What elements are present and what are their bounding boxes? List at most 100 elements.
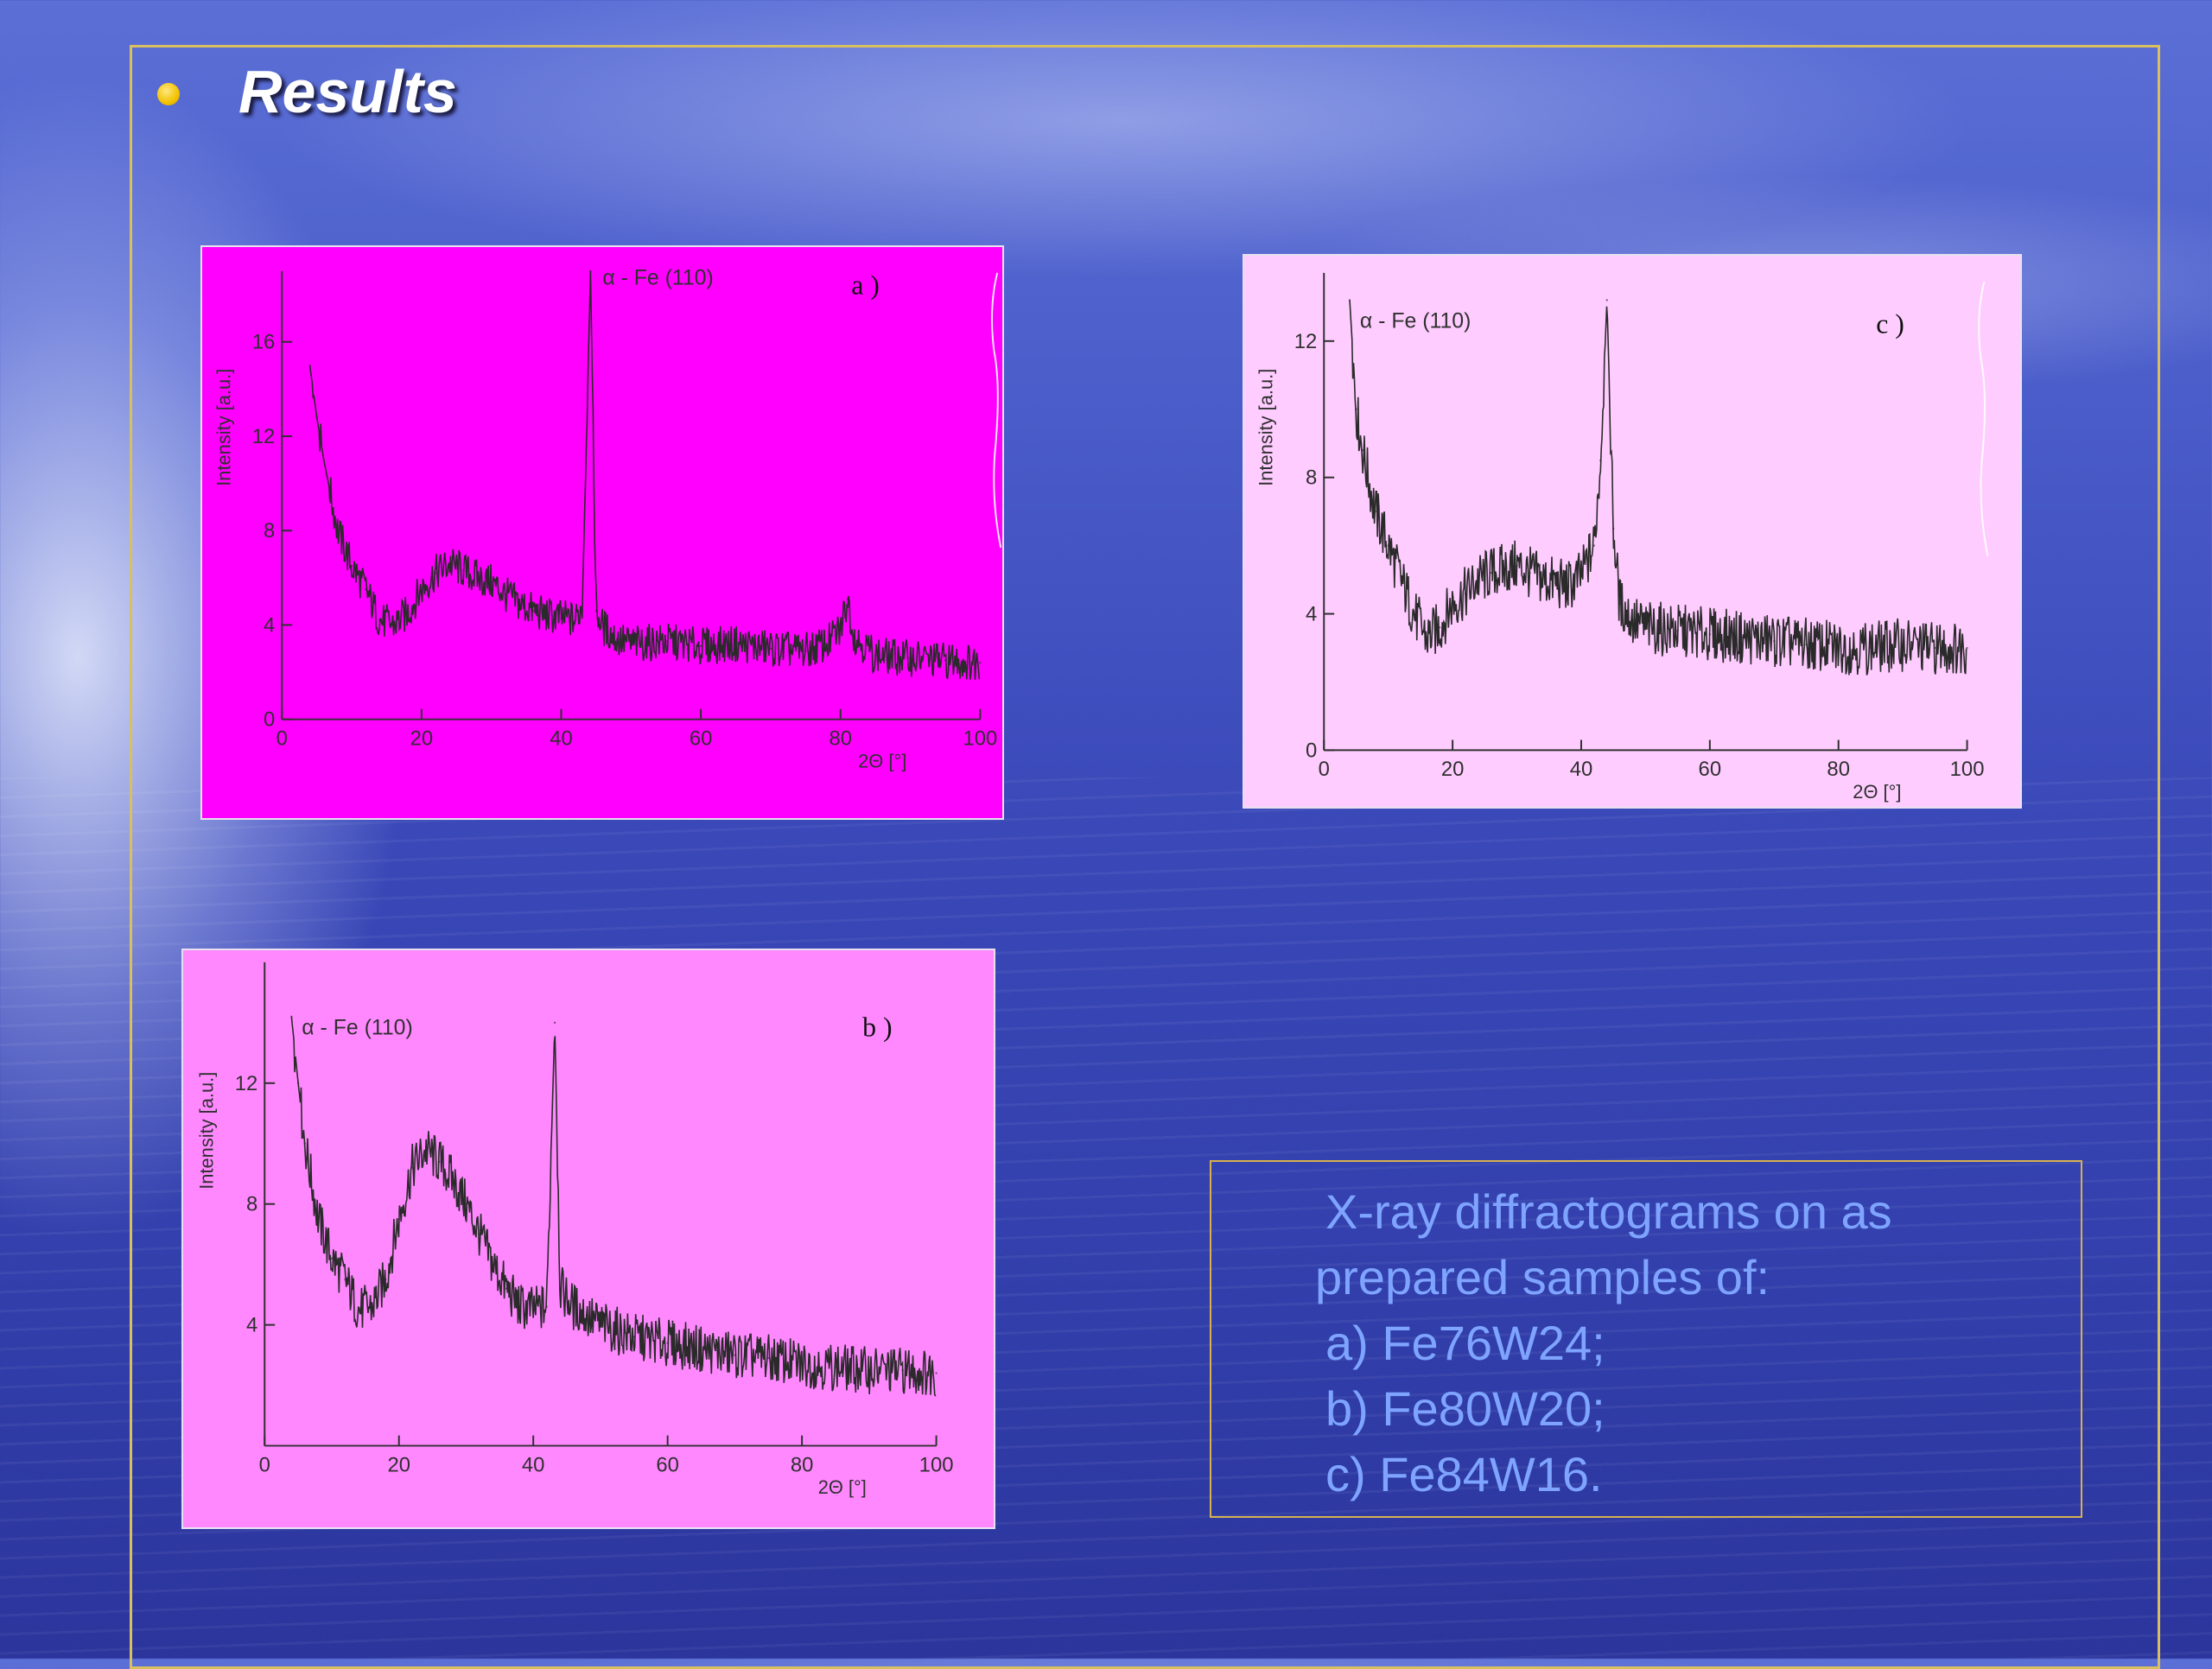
data-point — [979, 661, 982, 664]
data-point — [581, 605, 583, 607]
data-point — [371, 1305, 373, 1308]
data-point — [1618, 602, 1621, 605]
caption-line-2: prepared samples of: — [1315, 1250, 1770, 1304]
data-point — [518, 602, 521, 606]
data-point — [734, 1354, 736, 1356]
data-point — [874, 654, 877, 657]
data-point — [666, 1342, 669, 1344]
diffractogram-b-svg: 0 20 40 60 80 100 4 8 12 2Θ [°] Intensity [a.u.] α … — [196, 961, 953, 1498]
caption-item-a: a) Fe76W24; — [1325, 1316, 1605, 1370]
caption-line-1: X-ray diffractograms on as — [1325, 1184, 1892, 1239]
data-point — [834, 1366, 837, 1368]
data-point — [1708, 633, 1712, 636]
peak-annotation: α - Fe (110) — [602, 267, 713, 290]
data-point — [478, 1233, 481, 1235]
data-point — [308, 364, 311, 367]
x-axis-title: 2Θ [°] — [818, 1476, 867, 1498]
data-point — [734, 643, 737, 645]
diffractogram-a-svg: 0 20 40 60 80 100 0 4 8 12 16 2Θ [°] Intensity [a.u.… — [213, 267, 1002, 771]
data-point — [901, 1368, 904, 1372]
y-tick-label: 0 — [264, 708, 275, 732]
data-point — [1477, 578, 1480, 581]
data-point — [330, 1257, 334, 1260]
x-tick-label: 0 — [259, 1453, 270, 1476]
data-point — [601, 625, 605, 629]
data-point — [632, 1336, 635, 1338]
data-point — [839, 628, 842, 631]
data-point — [518, 1305, 521, 1308]
bullet-icon — [157, 83, 180, 105]
y-tick-label: 8 — [264, 519, 275, 543]
data-point — [531, 1308, 535, 1311]
data-point — [438, 1160, 441, 1163]
data-point — [1490, 571, 1492, 574]
data-point — [574, 619, 576, 622]
x-tick-label: 100 — [1950, 758, 1985, 781]
data-point — [1580, 574, 1583, 578]
data-point — [909, 657, 912, 659]
data-point — [490, 581, 493, 584]
data-point — [1413, 612, 1415, 615]
data-point — [357, 1308, 360, 1311]
data-point — [1599, 459, 1602, 462]
data-point — [1676, 630, 1679, 632]
y-tick-label: 4 — [264, 613, 275, 637]
x-tick-label: 60 — [690, 727, 713, 751]
data-point — [868, 1368, 871, 1372]
data-point — [406, 612, 409, 614]
diffractogram-c: 0 20 40 60 80 100 0 4 8 12 2Θ [°] Intensity [a.u.] α… — [1243, 254, 2022, 809]
data-point — [434, 572, 437, 574]
data-point — [664, 640, 667, 643]
data-point — [1631, 619, 1634, 622]
data-point — [1605, 299, 1608, 301]
series-line — [290, 1016, 937, 1397]
data-point — [804, 650, 807, 652]
caption-item-b: b) Fe80W20; — [1325, 1381, 1605, 1436]
data-point — [505, 1287, 508, 1290]
data-point — [565, 1296, 569, 1299]
data-point — [290, 1015, 293, 1019]
data-point — [1554, 581, 1557, 585]
data-point — [1934, 646, 1936, 650]
data-point — [1740, 636, 1744, 639]
x-tick-label: 20 — [410, 727, 434, 751]
data-point — [303, 1142, 307, 1145]
data-point — [1644, 626, 1647, 629]
data-point — [465, 1203, 467, 1205]
chart-b-plot: 0 20 40 60 80 100 4 8 12 2Θ [°] Intensity [a.u.] α … — [196, 961, 953, 1498]
data-point — [1387, 544, 1389, 547]
x-tick-label: 80 — [829, 727, 852, 751]
y-axis-title: Intensity [a.u.] — [1255, 369, 1277, 486]
data-point — [594, 609, 598, 612]
x-tick-label: 40 — [550, 727, 573, 751]
diffractogram-b: 0 20 40 60 80 100 4 8 12 2Θ [°] Intensity [a.u.] α … — [181, 949, 995, 1529]
data-point — [424, 1148, 427, 1151]
data-point — [767, 1356, 770, 1360]
chart-c-plot: 0 20 40 60 80 100 0 4 8 12 2Θ [°] Intensity [a.u.] α… — [1255, 272, 1989, 803]
data-point — [1348, 299, 1351, 301]
data-point — [630, 643, 632, 645]
data-point — [344, 1278, 346, 1281]
data-point — [476, 576, 479, 580]
caption-box: X-ray diffractograms on as prepared samp… — [1210, 1160, 2082, 1518]
x-tick-label: 0 — [276, 727, 288, 751]
scan-edge — [991, 272, 1002, 549]
x-tick-label: 20 — [387, 1453, 410, 1476]
data-point — [397, 1218, 400, 1221]
data-point — [378, 619, 381, 622]
data-point — [1374, 510, 1376, 513]
x-axis-title: 2Θ [°] — [858, 750, 906, 771]
data-point — [315, 416, 318, 419]
data-point — [336, 530, 340, 532]
y-axis-title: Intensity [a.u.] — [213, 369, 235, 486]
x-tick-label: 100 — [963, 727, 997, 751]
data-point — [420, 588, 423, 591]
x-tick-label: 40 — [522, 1453, 545, 1476]
data-point — [586, 1314, 588, 1317]
data-point — [599, 1323, 602, 1326]
data-point — [492, 1263, 494, 1266]
data-point — [944, 659, 947, 662]
data-point — [572, 1305, 575, 1308]
peak-annotation: α - Fe (110) — [302, 1016, 413, 1039]
data-point — [317, 1218, 320, 1221]
